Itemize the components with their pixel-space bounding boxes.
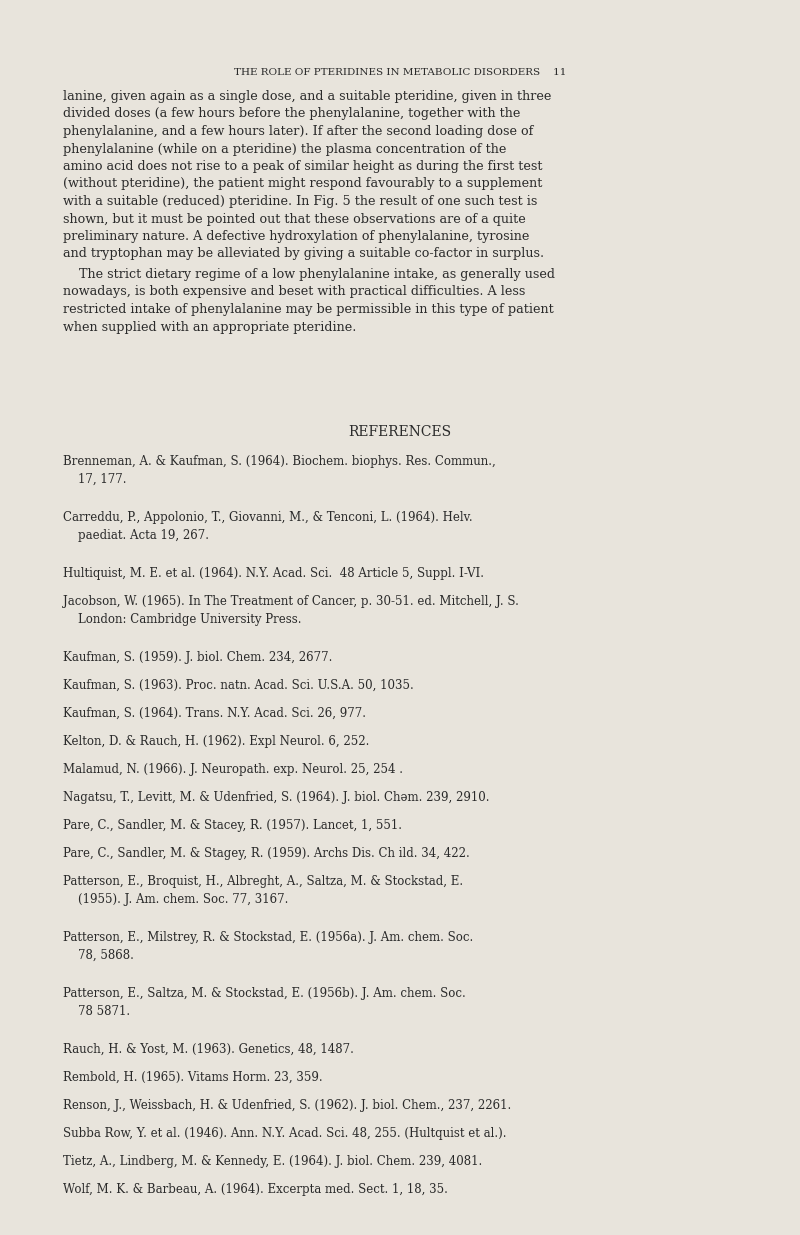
Text: Pare, C., Sandler, M. & Stagey, R. (1959). Archs Dis. Ch ild. 34, 422.: Pare, C., Sandler, M. & Stagey, R. (1959… xyxy=(63,847,470,860)
Text: Rauch, H. & Yost, M. (1963). Genetics, 48, 1487.: Rauch, H. & Yost, M. (1963). Genetics, 4… xyxy=(63,1044,354,1056)
Text: Kaufman, S. (1963). Proc. natn. Acad. Sci. U.S.A. 50, 1035.: Kaufman, S. (1963). Proc. natn. Acad. Sc… xyxy=(63,679,414,692)
Text: Kaufman, S. (1964). Trans. N.Y. Acad. Sci. 26, 977.: Kaufman, S. (1964). Trans. N.Y. Acad. Sc… xyxy=(63,706,366,720)
Text: Brenneman, A. & Kaufman, S. (1964). Biochem. biophys. Res. Commun.,
    17, 177.: Brenneman, A. & Kaufman, S. (1964). Bioc… xyxy=(63,454,496,487)
Text: Patterson, E., Milstrey, R. & Stockstad, E. (1956a). J. Am. chem. Soc.
    78, 5: Patterson, E., Milstrey, R. & Stockstad,… xyxy=(63,931,474,962)
Text: Jacobson, W. (1965). In The Treatment of Cancer, p. 30-51. ed. Mitchell, J. S.
 : Jacobson, W. (1965). In The Treatment of… xyxy=(63,595,519,626)
Text: Hultiquist, M. E. et al. (1964). N.Y. Acad. Sci.  48 Article 5, Suppl. I-VI.: Hultiquist, M. E. et al. (1964). N.Y. Ac… xyxy=(63,567,484,580)
Text: lanine, given again as a single dose, and a suitable pteridine, given in three
d: lanine, given again as a single dose, an… xyxy=(63,90,551,261)
Text: Renson, J., Weissbach, H. & Udenfried, S. (1962). J. biol. Chem., 237, 2261.: Renson, J., Weissbach, H. & Udenfried, S… xyxy=(63,1099,511,1112)
Text: Malamud, N. (1966). J. Neuropath. exp. Neurol. 25, 254 .: Malamud, N. (1966). J. Neuropath. exp. N… xyxy=(63,763,403,776)
Text: Pare, C., Sandler, M. & Stacey, R. (1957). Lancet, 1, 551.: Pare, C., Sandler, M. & Stacey, R. (1957… xyxy=(63,819,402,832)
Text: Patterson, E., Saltza, M. & Stockstad, E. (1956b). J. Am. chem. Soc.
    78 5871: Patterson, E., Saltza, M. & Stockstad, E… xyxy=(63,987,466,1018)
Text: Carreddu, P., Appolonio, T., Giovanni, M., & Tenconi, L. (1964). Helv.
    paedi: Carreddu, P., Appolonio, T., Giovanni, M… xyxy=(63,511,473,542)
Text: Tietz, A., Lindberg, M. & Kennedy, E. (1964). J. biol. Chem. 239, 4081.: Tietz, A., Lindberg, M. & Kennedy, E. (1… xyxy=(63,1155,482,1168)
Text: Rembold, H. (1965). Vitams Horm. 23, 359.: Rembold, H. (1965). Vitams Horm. 23, 359… xyxy=(63,1071,322,1084)
Text: Patterson, E., Broquist, H., Albreght, A., Saltza, M. & Stockstad, E.
    (1955): Patterson, E., Broquist, H., Albreght, A… xyxy=(63,876,463,906)
Text: THE ROLE OF PTERIDINES IN METABOLIC DISORDERS    11: THE ROLE OF PTERIDINES IN METABOLIC DISO… xyxy=(234,68,566,77)
Text: REFERENCES: REFERENCES xyxy=(349,425,451,438)
Text: Nagatsu, T., Levitt, M. & Udenfried, S. (1964). J. biol. Chəm. 239, 2910.: Nagatsu, T., Levitt, M. & Udenfried, S. … xyxy=(63,790,490,804)
Text: Wolf, M. K. & Barbeau, A. (1964). Excerpta med. Sect. 1, 18, 35.: Wolf, M. K. & Barbeau, A. (1964). Excerp… xyxy=(63,1183,448,1195)
Text: Kelton, D. & Rauch, H. (1962). Expl Neurol. 6, 252.: Kelton, D. & Rauch, H. (1962). Expl Neur… xyxy=(63,735,370,748)
Text: The strict dietary regime of a low phenylalanine intake, as generally used
nowad: The strict dietary regime of a low pheny… xyxy=(63,268,555,333)
Text: Subba Row, Y. et al. (1946). Ann. N.Y. Acad. Sci. 48, 255. (Hultquist et al.).: Subba Row, Y. et al. (1946). Ann. N.Y. A… xyxy=(63,1128,506,1140)
Text: Kaufman, S. (1959). J. biol. Chem. 234, 2677.: Kaufman, S. (1959). J. biol. Chem. 234, … xyxy=(63,651,332,664)
